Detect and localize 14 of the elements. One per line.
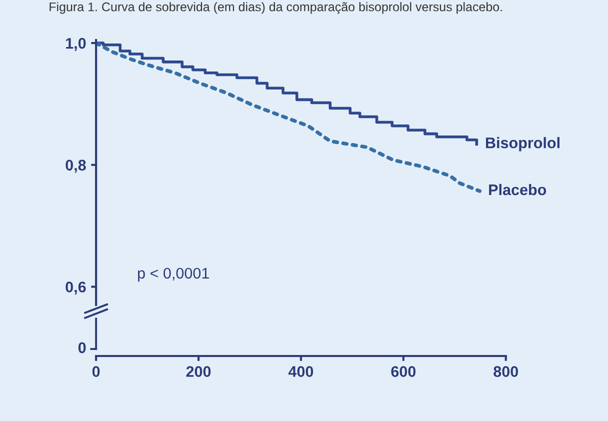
text: 0 xyxy=(78,342,86,354)
x-tick-label: 400 xyxy=(288,366,314,377)
y-tick-label: 1,0 xyxy=(66,38,86,51)
x-tick-label: 0 xyxy=(92,366,100,377)
y-tick-label: 0,6 xyxy=(66,282,86,295)
series-label: Placebo xyxy=(489,184,546,196)
x-tick-label: 600 xyxy=(391,366,416,377)
line-series xyxy=(96,41,482,193)
series-label: Bisoprolol xyxy=(486,137,560,152)
annotation: p < 0,0001 xyxy=(138,268,209,282)
x-tick-label: 200 xyxy=(186,366,211,377)
y-tick-label: 0,8 xyxy=(66,160,86,173)
chart-title: Figura 1. Curva de sobrevida (em dias) da comparação bisoprolol versus placebo. xyxy=(50,2,502,14)
x-tick-label: 800 xyxy=(494,366,518,377)
